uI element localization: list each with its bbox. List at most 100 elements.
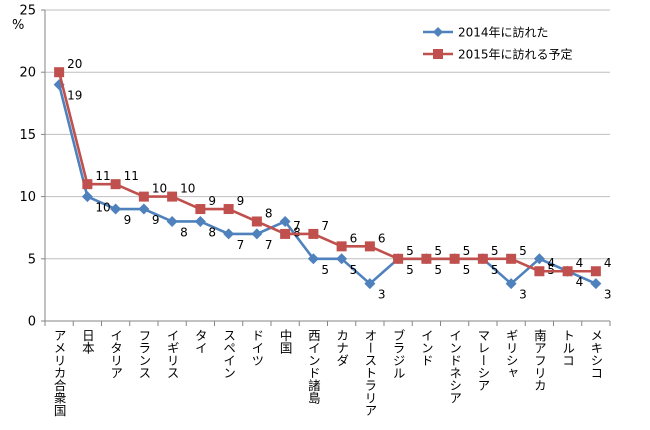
- data-point: [138, 191, 149, 202]
- x-tick-label: ブラジル: [391, 328, 406, 379]
- data-label: 11: [95, 169, 110, 183]
- data-label: 6: [350, 231, 358, 245]
- data-label: 6: [378, 231, 386, 245]
- data-point: [308, 228, 319, 239]
- data-label: 9: [208, 194, 216, 208]
- data-point: [82, 179, 93, 190]
- data-point: [477, 253, 488, 264]
- data-point: [590, 278, 602, 290]
- data-label: 5: [463, 244, 471, 258]
- data-label: 4: [576, 275, 584, 289]
- data-point: [110, 179, 121, 190]
- data-point: [336, 253, 348, 265]
- data-label: 9: [152, 213, 160, 227]
- data-label: 5: [491, 244, 499, 258]
- data-point: [449, 253, 460, 264]
- legend-marker: [433, 27, 443, 37]
- legend: 2014年に訪れた 2015年に訪れる予定: [423, 25, 573, 62]
- data-label: 5: [463, 263, 471, 277]
- x-tick-label: イタリア: [108, 329, 123, 379]
- x-tick-label: トルコ: [560, 329, 575, 367]
- data-point: [223, 228, 235, 240]
- series-line: [57, 84, 597, 285]
- data-label: 10: [180, 182, 195, 196]
- data-label: 11: [124, 169, 139, 183]
- data-point: [364, 278, 376, 290]
- data-label: 5: [321, 263, 329, 277]
- x-tick-label: タイ: [193, 329, 208, 354]
- data-point: [110, 203, 122, 215]
- data-label: 10: [95, 201, 110, 215]
- data-point: [279, 215, 291, 227]
- x-tick-label: マレーシア: [475, 329, 490, 392]
- legend-entry: 2015年に訪れる予定: [423, 47, 573, 62]
- data-label: 3: [519, 288, 527, 302]
- data-point: [505, 278, 517, 290]
- x-tick-label: イギリス: [165, 329, 180, 379]
- data-point: [590, 266, 601, 277]
- data-label: 8: [265, 206, 273, 220]
- x-tick-label: インドネシア: [447, 329, 462, 404]
- data-label: 5: [491, 263, 499, 277]
- data-point: [533, 253, 545, 265]
- data-label: 20: [67, 57, 82, 71]
- x-axis: アメリカ合衆国 日本 イタリア フランス イギリス タイ スペイン ドイツ 中国 西インド諸島 カナ…: [44, 320, 611, 417]
- y-tick-label: 10: [19, 190, 36, 205]
- data-label: 5: [434, 263, 442, 277]
- series-line: [57, 71, 596, 273]
- legend-entry: 2014年に訪れた: [423, 25, 549, 40]
- x-tick-label: メキシコ: [588, 329, 603, 379]
- data-point: [280, 228, 291, 239]
- x-tick-label: アメリカ合衆国: [52, 329, 67, 417]
- y-axis: 0 5 10 15 20 25: [19, 4, 46, 330]
- data-label: 9: [124, 213, 132, 227]
- data-label: 4: [576, 256, 584, 270]
- x-tick-label: オーストラリア: [362, 329, 377, 417]
- x-tick-label: 南アフリカ: [532, 328, 547, 392]
- y-tick-label: 0: [28, 315, 36, 330]
- y-tick-label: 20: [19, 66, 36, 81]
- data-label: 5: [434, 244, 442, 258]
- data-label: 5: [547, 263, 555, 277]
- data-label: 19: [67, 89, 82, 103]
- x-tick-label: フランス: [136, 329, 151, 379]
- x-tick-label: 日本: [80, 329, 95, 355]
- data-point: [167, 191, 178, 202]
- data-label: 5: [406, 244, 414, 258]
- data-point: [393, 253, 404, 264]
- data-point: [54, 67, 65, 78]
- x-tick-label: スペイン: [221, 329, 236, 379]
- data-point: [251, 228, 263, 240]
- data-label: 5: [519, 244, 527, 258]
- data-label: 3: [378, 288, 386, 302]
- data-point: [166, 215, 178, 227]
- y-tick-label: 25: [19, 4, 36, 19]
- x-tick-label: 西インド諸島: [306, 329, 321, 405]
- data-point: [506, 253, 517, 264]
- data-label: 3: [604, 288, 612, 302]
- data-label: 4: [604, 256, 612, 270]
- legend-label: 2014年に訪れた: [458, 25, 549, 40]
- x-tick-label: ドイツ: [249, 329, 264, 367]
- data-label: 5: [406, 263, 414, 277]
- data-point: [81, 191, 93, 203]
- data-label: 10: [152, 182, 167, 196]
- data-point: [364, 241, 375, 252]
- data-label: 8: [180, 225, 188, 239]
- legend-label: 2015年に訪れる予定: [458, 47, 573, 62]
- x-tick-label: 中国: [278, 328, 293, 354]
- data-point: [223, 204, 234, 215]
- data-point: [195, 204, 206, 215]
- data-label: 7: [237, 238, 245, 252]
- y-axis-unit-label: %: [12, 18, 24, 33]
- data-label: 4: [547, 256, 555, 270]
- x-tick-label: カナダ: [334, 329, 349, 367]
- data-label: 5: [350, 263, 358, 277]
- data-point: [138, 203, 150, 215]
- data-label: 9: [237, 194, 245, 208]
- data-point: [421, 253, 432, 264]
